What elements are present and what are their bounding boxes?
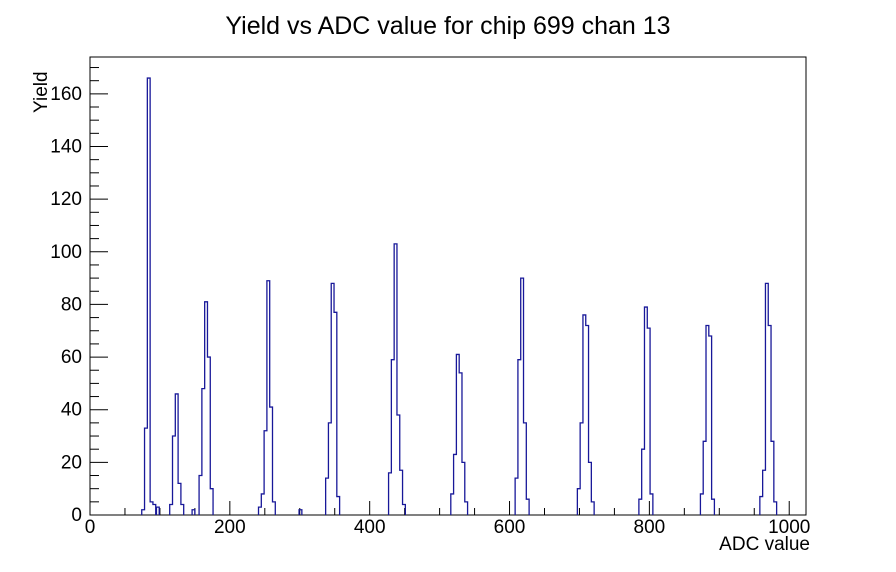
histogram-line (141, 77, 778, 515)
x-axis-title: ADC value (719, 534, 810, 555)
y-tick-label: 140 (50, 136, 82, 157)
chart-title: Yield vs ADC value for chip 699 chan 13 (225, 12, 670, 40)
y-tick-label: 160 (50, 84, 82, 105)
y-tick-label: 80 (61, 294, 82, 315)
y-axis-title: Yield (31, 71, 52, 113)
y-tick-label: 60 (61, 347, 82, 368)
y-tick-label: 20 (61, 452, 82, 473)
y-tick-label: 40 (61, 400, 82, 421)
x-tick-label: 0 (85, 517, 96, 538)
y-tick-label: 100 (50, 242, 82, 263)
y-tick-label: 0 (71, 505, 82, 526)
axis-ticks (89, 67, 790, 516)
x-tick-label: 200 (214, 517, 246, 538)
x-tick-label: 800 (634, 517, 666, 538)
y-tick-label: 120 (50, 189, 82, 210)
axis-tick-labels: 0 200 400 600 800 1000 0 20 40 60 80 100 120 140 160 (50, 84, 810, 538)
x-tick-label: 400 (354, 517, 386, 538)
x-tick-label: 1000 (768, 517, 810, 538)
plot-frame (89, 56, 807, 516)
x-tick-label: 600 (494, 517, 526, 538)
